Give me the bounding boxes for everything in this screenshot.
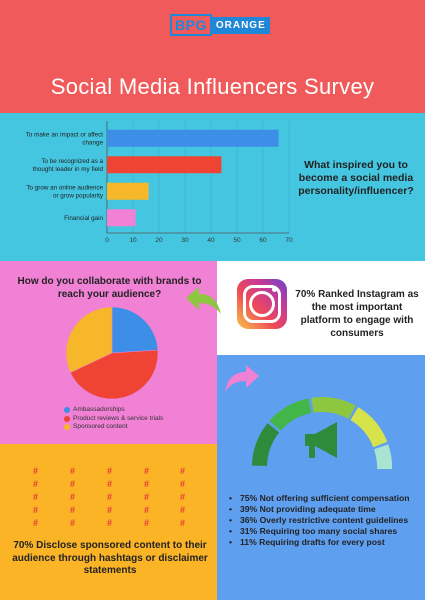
category-label: To grow an online audience or grow popula… bbox=[26, 184, 104, 199]
hashtag-icon: # bbox=[144, 466, 150, 476]
pie-legend: Ambassadorships Product reviews & service… bbox=[64, 406, 163, 432]
category-label: To make an impact or affect change bbox=[26, 131, 104, 146]
hashtag-icon: # bbox=[180, 518, 186, 528]
legend-swatch bbox=[64, 424, 70, 431]
reason-item: 36% Overly restrictive content guideline… bbox=[229, 515, 421, 526]
gauge-segment bbox=[374, 444, 392, 469]
left-arrow-icon bbox=[186, 287, 221, 314]
hashtag-icon: # bbox=[144, 492, 150, 502]
gauge-segment bbox=[311, 397, 356, 419]
reasons-section: 75% Not offering sufficient compensation… bbox=[217, 355, 425, 600]
hashtag-icon: # bbox=[33, 505, 39, 515]
megaphone-icon bbox=[305, 422, 337, 458]
hashtag-icon: # bbox=[70, 492, 76, 502]
legend-item: Sponsored content bbox=[64, 423, 163, 432]
x-tick-label: 50 bbox=[233, 237, 241, 244]
legend-item: Ambassadorships bbox=[64, 406, 163, 415]
inspiration-bar-chart: 0 10 20 30 40 50 60 70 To make an impact or affe… bbox=[26, 121, 293, 244]
instagram-icon bbox=[237, 279, 287, 329]
category-label: To be recognized as a thought leader in m… bbox=[33, 158, 104, 173]
bar bbox=[107, 129, 279, 147]
x-tick-label: 70 bbox=[285, 237, 293, 244]
hashtag-icon: # bbox=[107, 505, 113, 515]
logo-right: ORANGE bbox=[211, 16, 270, 34]
reason-item: 39% Not providing adequate time bbox=[229, 504, 421, 515]
gauge-segment bbox=[269, 398, 312, 431]
legend-label: Product reviews & service trials bbox=[73, 414, 164, 422]
hashtag-icon: # bbox=[70, 479, 76, 489]
bar bbox=[107, 156, 222, 174]
hashtag-icon: # bbox=[33, 518, 39, 528]
inspiration-section: 0 10 20 30 40 50 60 70 To make an impact or affe… bbox=[0, 113, 425, 261]
legend-swatch bbox=[64, 415, 70, 422]
x-tick-label: 40 bbox=[207, 237, 215, 244]
pie-slice bbox=[65, 306, 113, 373]
logo-left: BPG bbox=[170, 14, 212, 36]
collaboration-question: How do you collaborate with brands to re… bbox=[17, 276, 202, 300]
x-tick-label: 0 bbox=[105, 237, 109, 244]
page-title: Social Media Influencers Survey bbox=[50, 74, 375, 99]
collaboration-pie-chart bbox=[65, 306, 159, 400]
right-arrow-icon bbox=[225, 365, 259, 392]
instagram-stat: 70% Ranked Instagram as the most importa… bbox=[295, 289, 419, 339]
hashtag-icon: # bbox=[33, 492, 39, 502]
hashtag-icon: # bbox=[180, 466, 186, 476]
inspiration-question: What inspired you to become a social med… bbox=[298, 159, 414, 197]
header: BPG ORANGE Social Media Influencers Surv… bbox=[0, 0, 425, 113]
hashtag-icon: # bbox=[180, 479, 186, 489]
category-label: Financial gain bbox=[64, 215, 103, 222]
hashtag-icon: # bbox=[107, 479, 113, 489]
hashtag-icon: # bbox=[70, 466, 76, 476]
hashtag-icon: # bbox=[33, 466, 39, 476]
gauge-chart bbox=[252, 397, 392, 469]
hashtag-icon: # bbox=[33, 479, 39, 489]
reason-item: 11% Requiring drafts for every post bbox=[229, 537, 421, 548]
legend-label: Sponsored content bbox=[73, 423, 128, 430]
pie-slice bbox=[111, 306, 159, 354]
x-tick-label: 20 bbox=[155, 237, 163, 244]
x-tick-label: 30 bbox=[181, 237, 189, 244]
hashtag-icon: # bbox=[70, 518, 76, 528]
bar bbox=[107, 209, 136, 227]
legend-item: Product reviews & service trials bbox=[64, 415, 163, 424]
hashtag-icon: # bbox=[144, 518, 150, 528]
collaboration-section: How do you collaborate with brands to re… bbox=[0, 261, 217, 444]
x-tick-label: 10 bbox=[129, 237, 137, 244]
instagram-section: 70% Ranked Instagram as the most importa… bbox=[217, 261, 425, 355]
reason-item: 75% Not offering sufficient compensation bbox=[229, 493, 421, 504]
hashtag-icon: # bbox=[107, 518, 113, 528]
reason-item: 31% Requiring too many social shares bbox=[229, 526, 421, 537]
disclosure-stat: 70% Disclose sponsored content to their … bbox=[12, 540, 208, 576]
gauge-segment bbox=[252, 423, 280, 466]
logo: BPG ORANGE bbox=[170, 14, 270, 36]
hashtag-icon: # bbox=[107, 492, 113, 502]
hashtag-icon: # bbox=[144, 505, 150, 515]
hashtag-icon: # bbox=[180, 505, 186, 515]
legend-swatch bbox=[64, 407, 70, 414]
disclosure-section: # # # # # # # # # # # # # # # # # # # # # # # # # 70% Disclose s… bbox=[0, 444, 217, 600]
bar bbox=[107, 182, 149, 200]
hashtag-icon: # bbox=[144, 479, 150, 489]
gauge-segment bbox=[350, 407, 388, 448]
hashtag-icon: # bbox=[107, 466, 113, 476]
legend-label: Ambassadorships bbox=[73, 406, 125, 413]
hashtag-icon: # bbox=[70, 505, 76, 515]
x-tick-label: 60 bbox=[259, 237, 267, 244]
hashtag-icon: # bbox=[180, 492, 186, 502]
reasons-list: 75% Not offering sufficient compensation… bbox=[229, 493, 421, 548]
